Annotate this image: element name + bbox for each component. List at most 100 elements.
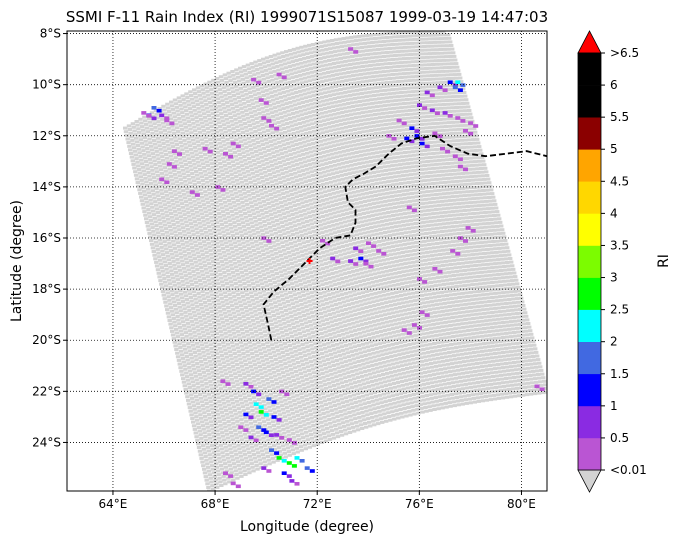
swath-pixel: [190, 396, 195, 400]
swath-pixel: [260, 302, 265, 306]
swath-pixel: [232, 151, 238, 154]
swath-pixel: [248, 197, 253, 201]
swath-pixel: [333, 371, 338, 375]
swath-pixel: [271, 460, 276, 464]
swath-pixel: [254, 64, 259, 68]
swath-pixel: [304, 115, 309, 119]
swath-pixel: [187, 365, 192, 369]
swath-pixel: [265, 76, 270, 80]
swath-pixel: [178, 309, 183, 313]
swath-pixel: [383, 384, 389, 388]
swath-pixel: [295, 46, 300, 50]
swath-pixel: [268, 372, 273, 376]
swath-pixel: [304, 377, 309, 381]
swath-pixel: [160, 232, 166, 236]
swath-pixel: [328, 228, 333, 232]
swath-pixel: [202, 280, 207, 284]
swath-pixel: [366, 281, 371, 285]
swath-pixel: [147, 120, 153, 124]
swath-pixel: [191, 384, 196, 388]
swath-pixel: [233, 138, 239, 142]
swath-pixel: [251, 375, 256, 379]
swath-pixel: [200, 404, 205, 407]
swath-pixel: [188, 110, 194, 114]
swath-pixel: [309, 222, 315, 226]
swath-pixel: [292, 220, 297, 224]
swath-pixel: [172, 209, 178, 213]
swath-pixel: [324, 370, 329, 374]
swath-pixel: [283, 114, 288, 118]
swath-pixel: [292, 51, 297, 55]
swath-pixel: [264, 357, 269, 361]
swath-pixel: [303, 128, 308, 132]
swath-pixel: [303, 285, 309, 289]
swath-pixel: [190, 323, 195, 327]
swath-pixel: [195, 231, 200, 235]
swath-pixel: [280, 208, 286, 212]
swath-pixel: [286, 198, 292, 202]
swath-pixel: [320, 198, 326, 202]
swath-pixel: [341, 280, 346, 284]
swath-pixel: [349, 418, 354, 422]
swath-pixel: [275, 101, 281, 104]
swath-pixel: [304, 148, 309, 151]
swath-pixel: [161, 125, 167, 129]
swath-pixel: [354, 420, 359, 424]
swath-pixel: [354, 368, 359, 372]
swath-pixel: [278, 233, 283, 237]
swath-pixel: [325, 253, 331, 257]
swath-pixel: [366, 333, 372, 337]
swath-pixel: [305, 328, 311, 332]
swath-pixel: [261, 183, 267, 187]
swath-pixel: [242, 68, 248, 72]
swath-pixel: [234, 158, 239, 162]
swath-pixel: [209, 178, 214, 182]
swath-pixel: [148, 235, 153, 239]
swath-pixel: [309, 416, 314, 420]
swath-pixel: [244, 109, 249, 113]
swath-pixel: [253, 366, 258, 370]
swath-pixel: [275, 438, 280, 442]
swath-pixel: [286, 429, 291, 433]
swath-pixel: [327, 141, 332, 145]
swath-pixel: [288, 258, 293, 262]
swath-pixel: [194, 170, 199, 173]
swath-pixel: [203, 361, 209, 365]
swath-pixel: [184, 224, 190, 228]
swath-pixel: [187, 123, 192, 127]
swath-pixel: [291, 95, 296, 99]
swath-pixel: [321, 270, 326, 274]
swath-pixel: [306, 332, 311, 336]
swath-pixel: [280, 387, 285, 391]
swath-pixel: [359, 423, 364, 427]
swath-pixel: [310, 138, 315, 142]
swath-pixel: [304, 325, 310, 329]
swath-pixel: [240, 110, 245, 114]
swath-pixel: [233, 84, 239, 88]
swath-pixel: [165, 214, 170, 218]
swath-pixel: [206, 429, 211, 433]
swath-pixel: [239, 458, 245, 462]
swath-pixel: [258, 388, 264, 392]
swath-pixel: [273, 158, 278, 162]
swath-pixel: [296, 361, 301, 364]
swath-pixel: [284, 422, 289, 426]
swath-pixel: [328, 332, 333, 336]
swath-pixel: [247, 451, 252, 455]
swath-pixel: [217, 269, 222, 273]
swath-pixel: [193, 354, 198, 358]
swath-pixel: [154, 260, 159, 264]
swath-pixel: [191, 121, 196, 125]
swath-pixel: [243, 72, 248, 76]
swath-pixel: [317, 168, 322, 171]
swath-pixel: [208, 380, 213, 383]
swath-pixel: [249, 94, 254, 98]
swath-pixel: [324, 249, 330, 253]
swath-pixel: [317, 304, 322, 308]
swath-pixel: [140, 128, 146, 132]
swath-pixel: [207, 416, 213, 420]
swath-pixel: [355, 272, 361, 276]
swath-pixel: [251, 359, 257, 363]
swath-pixel: [222, 163, 228, 167]
swath-pixel: [269, 91, 274, 95]
